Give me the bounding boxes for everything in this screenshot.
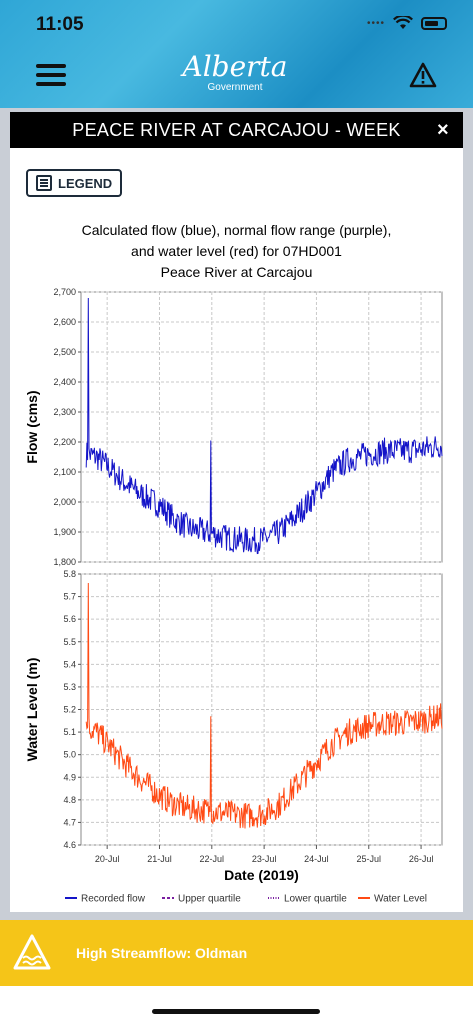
modal-title: PEACE RIVER AT CARCAJOU - WEEK [72, 119, 401, 140]
chart-title: Calculated flow (blue), normal flow rang… [10, 220, 463, 283]
x-tick-label: 20-Jul [95, 854, 120, 864]
y-tick-label: 2,100 [53, 467, 76, 477]
y-tick-label: 5.8 [63, 569, 76, 579]
app-header: 11:05 •••• Alberta Government [0, 0, 473, 108]
close-icon[interactable]: × [437, 119, 449, 141]
water-level-line [85, 582, 443, 829]
flow-level-chart: 1,800 1,900 2,000 2,100 2,200 2,300 2,400 2,500… [24, 287, 443, 905]
x-tick-label: 26-Jul [409, 854, 434, 864]
modal-header: PEACE RIVER AT CARCAJOU - WEEK × [10, 112, 463, 148]
logo-word: Alberta [182, 50, 288, 83]
y-tick-label: 2,700 [53, 287, 76, 297]
y-tick-label: 5.3 [63, 682, 76, 692]
status-time: 11:05 [36, 14, 84, 35]
plot-area [80, 291, 443, 563]
alert-banner-text: High Streamflow: Oldman [76, 945, 248, 961]
y-tick-label: 5.0 [63, 750, 76, 760]
signal-dots-icon: •••• [366, 17, 385, 29]
legend-entry: Water Level [374, 894, 427, 905]
menu-icon[interactable] [36, 64, 66, 86]
legend-entry: Upper quartile [178, 894, 241, 905]
alert-banner[interactable]: High Streamflow: Oldman [0, 920, 473, 986]
y-tick-label: 4.9 [63, 772, 76, 782]
recorded-flow-line [85, 297, 443, 555]
x-tick-label: 23-Jul [252, 854, 277, 864]
y-tick-label: 2,500 [53, 347, 76, 357]
x-tick-label: 22-Jul [200, 854, 225, 864]
y-tick-label: 2,300 [53, 407, 76, 417]
y-tick-label: 5.4 [63, 659, 76, 669]
x-axis-label: Date (2019) [224, 867, 299, 883]
chart-title-line: Peace River at Carcajou [160, 264, 313, 280]
y-tick-label: 5.6 [63, 614, 76, 624]
chart-modal: PEACE RIVER AT CARCAJOU - WEEK × LEGEND … [10, 112, 463, 912]
x-tick-label: 24-Jul [304, 854, 329, 864]
y-tick-label: 5.7 [63, 592, 76, 602]
logo-sub: Government [207, 82, 263, 93]
list-icon [36, 175, 52, 191]
y-tick-label: 2,400 [53, 377, 76, 387]
home-indicator[interactable] [152, 1009, 320, 1014]
y-tick-label: 2,200 [53, 437, 76, 447]
y-tick-label: 1,800 [53, 557, 76, 567]
legend-entry: Lower quartile [284, 894, 347, 905]
chart-title-line: and water level (red) for 07HD001 [131, 243, 342, 259]
y-tick-label: 5.2 [63, 705, 76, 715]
chart-title-line: Calculated flow (blue), normal flow rang… [81, 222, 392, 238]
y-tick-label: 4.8 [63, 795, 76, 805]
y-tick-label: 4.7 [63, 817, 76, 827]
y-tick-label: 5.5 [63, 637, 76, 647]
y-tick-label: 5.1 [63, 727, 76, 737]
y-axis-label: Water Level (m) [24, 658, 40, 762]
home-bar-area [0, 986, 473, 1024]
battery-icon [421, 16, 447, 30]
legend-button[interactable]: LEGEND [26, 169, 122, 197]
alberta-logo: Alberta Government [180, 50, 290, 94]
legend-entry: Recorded flow [81, 894, 146, 905]
y-tick-label: 1,900 [53, 527, 76, 537]
warning-icon[interactable] [409, 62, 437, 88]
x-tick-label: 25-Jul [356, 854, 381, 864]
y-axis-label: Flow (cms) [24, 390, 40, 463]
y-tick-label: 2,000 [53, 497, 76, 507]
y-tick-label: 2,600 [53, 317, 76, 327]
flood-warning-icon [13, 934, 51, 970]
legend-button-label: LEGEND [58, 175, 113, 191]
wifi-icon [393, 16, 413, 29]
status-icons: •••• [367, 16, 447, 30]
x-tick-label: 21-Jul [147, 854, 172, 864]
y-tick-label: 4.6 [63, 840, 76, 850]
